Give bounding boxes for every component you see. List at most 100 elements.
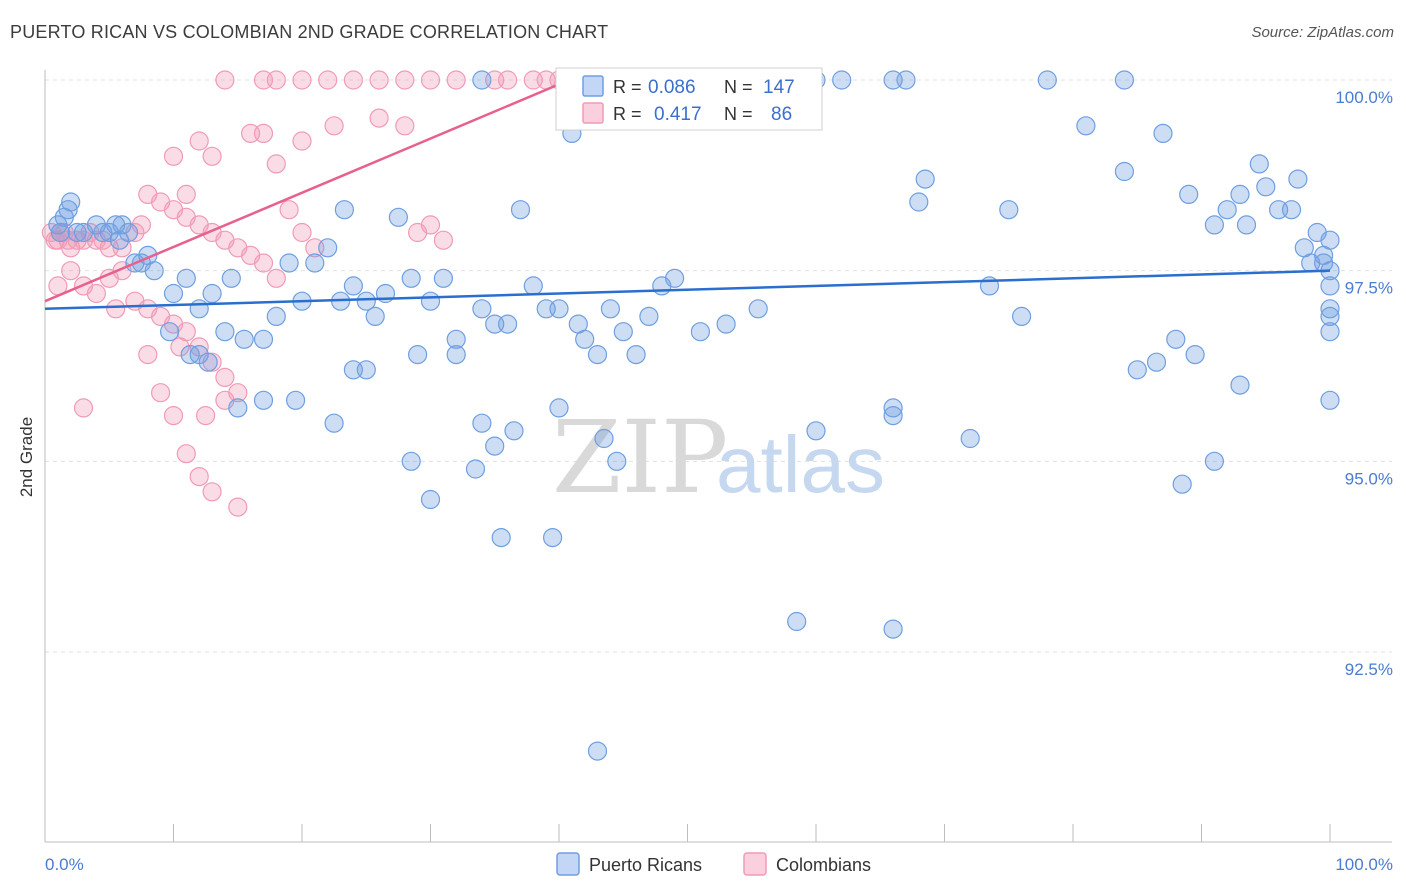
y-tick-label: 95.0% (1345, 469, 1393, 488)
legend-swatch-blue (582, 75, 604, 97)
legend-r-value-blue: 0.086 (648, 77, 696, 98)
y-tick-labels: 92.5% 95.0% 97.5% 100.0% (1335, 88, 1393, 679)
puerto-rican-point (1256, 177, 1276, 197)
puerto-rican-point (67, 222, 87, 243)
stats-legend: R = 0.086 N = 147 R = 0.417 N = 86 (555, 67, 823, 131)
legend-swatch-pink (582, 102, 604, 124)
puerto-rican-point (176, 268, 196, 288)
puerto-rican-point (1114, 70, 1135, 90)
colombian-point (266, 70, 286, 90)
colombian-point (176, 184, 196, 204)
puerto-rican-point (365, 306, 385, 326)
colombian-point (73, 398, 94, 418)
colombian-point (138, 345, 158, 365)
puerto-rican-point (324, 413, 344, 433)
puerto-rican-point (1236, 215, 1257, 235)
puerto-rican-point (228, 398, 248, 418)
puerto-rican-point (1037, 70, 1057, 90)
colombian-point (253, 253, 274, 273)
puerto-rican-point (1230, 375, 1250, 395)
puerto-rican-point (50, 222, 71, 243)
puerto-rican-point (542, 527, 563, 548)
puerto-rican-point (109, 230, 130, 250)
puerto-rican-point (1185, 345, 1205, 365)
puerto-rican-point (1281, 200, 1302, 220)
y-tick-label: 92.5% (1345, 660, 1393, 679)
legend-n-value-pink: 86 (771, 104, 792, 125)
puerto-ricans-points (48, 70, 1340, 761)
puerto-rican-point (221, 268, 241, 288)
puerto-rican-point (1146, 352, 1167, 372)
puerto-rican-point (408, 345, 428, 365)
puerto-rican-point (1127, 360, 1147, 380)
puerto-rican-point (48, 215, 68, 235)
puerto-rican-point (334, 200, 354, 220)
puerto-rican-point (1172, 474, 1192, 494)
colombian-point (266, 268, 286, 288)
colombian-point (196, 406, 216, 426)
colombian-point (106, 299, 126, 319)
puerto-rican-point (1204, 215, 1225, 235)
puerto-rican-point (568, 314, 588, 334)
puerto-rican-point (61, 192, 81, 212)
colombian-point (61, 261, 81, 281)
puerto-rican-point (1320, 230, 1340, 250)
puerto-rican-point (587, 741, 608, 761)
colombian-point (420, 70, 441, 90)
puerto-rican-point (189, 345, 209, 365)
puerto-rican-point (1153, 123, 1173, 143)
axes (44, 70, 1392, 843)
puerto-rican-point (485, 436, 505, 456)
colombian-point (189, 131, 209, 151)
puerto-rican-point (163, 283, 184, 304)
puerto-rican-point (1320, 390, 1340, 410)
colombian-point (395, 70, 415, 90)
legend-r-value-pink: 0.417 (654, 104, 702, 125)
bottom-legend-label-pink: Colombians (776, 855, 871, 875)
y-tick-label: 97.5% (1345, 279, 1393, 298)
puerto-rican-point (1166, 329, 1186, 349)
puerto-rican-point (472, 299, 492, 319)
colombian-point (151, 383, 171, 403)
puerto-rican-point (1249, 154, 1269, 174)
grid-lines (45, 79, 1392, 653)
puerto-rican-point (594, 428, 614, 449)
colombian-point (176, 444, 196, 464)
puerto-rican-point (1217, 200, 1237, 220)
colombian-point (228, 497, 248, 517)
colombian-trend-line (44, 78, 570, 303)
puerto-rican-point (356, 291, 376, 311)
puerto-rican-point (1114, 161, 1135, 182)
puerto-rican-point (896, 70, 916, 90)
puerto-rican-point (549, 299, 569, 319)
puerto-rican-point (1320, 276, 1340, 296)
puerto-rican-point (420, 489, 441, 510)
colombian-point (292, 70, 312, 90)
colombian-point (202, 146, 222, 166)
colombian-point (215, 70, 235, 90)
colombian-point (202, 482, 222, 502)
bottom-legend-swatch-blue (556, 852, 580, 876)
colombian-point (446, 70, 466, 90)
puerto-rican-point (286, 390, 306, 410)
source-label: Source: ZipAtlas.com (1251, 24, 1394, 41)
puerto-rican-point (472, 70, 492, 90)
y-axis-label: 2nd Grade (17, 417, 36, 497)
colombian-point (215, 367, 235, 387)
puerto-rican-point (510, 200, 531, 220)
puerto-rican-point (626, 345, 646, 365)
puerto-rican-point (1288, 169, 1308, 189)
puerto-rican-point (58, 200, 78, 220)
puerto-rican-point (446, 345, 466, 365)
puerto-rican-point (999, 200, 1019, 220)
watermark-atlas: atlas (716, 420, 885, 509)
legend-r-label-pink: R = (613, 104, 642, 124)
legend-n-value-blue: 147 (763, 77, 795, 98)
puerto-rican-point (446, 329, 466, 349)
colombian-point (163, 146, 184, 166)
puerto-rican-point (716, 314, 736, 334)
puerto-rican-point (465, 459, 486, 479)
legend-n-label-pink: N = (724, 104, 753, 124)
colombian-point (266, 154, 286, 174)
